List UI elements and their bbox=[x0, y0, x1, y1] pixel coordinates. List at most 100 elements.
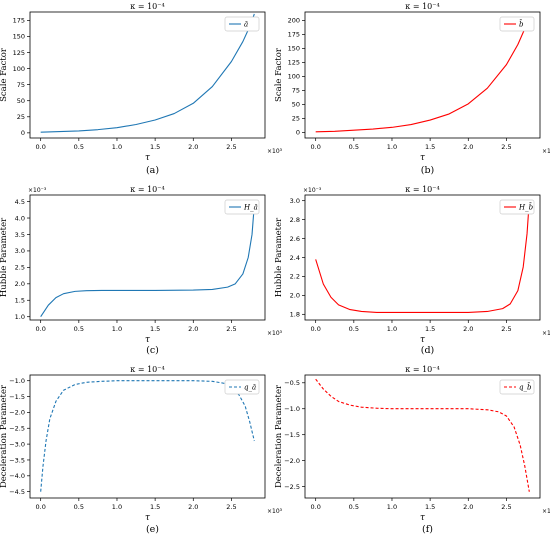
panel-6-x-tick-label: 1.0 bbox=[387, 503, 397, 511]
panel-4-x-exponent-label: ×10³ bbox=[542, 330, 550, 337]
panel-2-axes-frame bbox=[304, 11, 541, 139]
panel-3-x-tick-label: 1.5 bbox=[150, 325, 160, 333]
panel-1-title: κ = 10⁻⁴ bbox=[130, 2, 164, 11]
panel-1-x-tick-label: 0.5 bbox=[74, 143, 84, 151]
panel-6-y-tick-label: −2.5 bbox=[284, 483, 300, 491]
panel-5-y-tick-label: −3.0 bbox=[9, 440, 25, 448]
panel-5-series-line bbox=[40, 380, 255, 492]
panel-5-x-exponent-label: ×10³ bbox=[267, 508, 283, 515]
panel-2-y-axis-label: Scale Factor bbox=[274, 47, 284, 102]
panel-3-title: κ = 10⁻⁴ bbox=[130, 185, 164, 194]
panel-4-legend-box bbox=[499, 199, 535, 215]
panel-4-y-tick-label: 2.0 bbox=[290, 292, 300, 300]
panel-4-caption: (d) bbox=[421, 345, 435, 356]
panel-2-legend-label: b̄ bbox=[519, 19, 524, 29]
panel-1-y-tick-label: 50 bbox=[17, 97, 25, 105]
panel-6-y-tick-label: −2.0 bbox=[284, 457, 300, 465]
panel-2-y-tick-label: 150 bbox=[288, 45, 300, 53]
panel-3-y-axis-label: Hubble Parameter bbox=[0, 217, 9, 297]
panel-2-y-tick-label: 100 bbox=[288, 73, 300, 81]
panel-1-y-tick-label: 175 bbox=[13, 17, 25, 25]
panel-2-y-tick-label: 25 bbox=[292, 115, 300, 123]
panel-5-legend-box bbox=[224, 379, 260, 395]
panel-1-legend-box bbox=[224, 16, 260, 32]
panel-1-x-tick-label: 1.5 bbox=[150, 143, 160, 151]
panel-4-x-tick-label: 0.0 bbox=[311, 325, 321, 333]
panel-5-x-tick-label: 1.0 bbox=[112, 503, 122, 511]
panel-6-legend-box bbox=[499, 379, 535, 395]
panel-4-y-axis-label: Hubble Parameter bbox=[274, 217, 284, 297]
panel-5-y-tick-label: −2.0 bbox=[9, 409, 25, 417]
panel-4-y-offset-label: ×10⁻³ bbox=[303, 187, 322, 194]
panel-3-axes-frame bbox=[29, 194, 266, 321]
panel-4-legend-label: H_b̄ bbox=[518, 202, 534, 212]
panel-3-x-tick-label: 0.5 bbox=[74, 325, 84, 333]
panel-3-x-exponent-label: ×10³ bbox=[267, 330, 283, 337]
panel-1-x-tick-label: 2.5 bbox=[226, 143, 236, 151]
panel-4-x-tick-label: 2.5 bbox=[501, 325, 511, 333]
panel-2-title: κ = 10⁻⁴ bbox=[405, 2, 439, 11]
panel-6-caption: (f) bbox=[422, 524, 433, 535]
panel-3-x-tick-label: 2.0 bbox=[188, 325, 198, 333]
panel-6-x-tick-label: 0.0 bbox=[311, 503, 321, 511]
panel-5-y-tick-label: −4.5 bbox=[9, 488, 25, 496]
panel-3-legend-label: H_ā bbox=[243, 204, 258, 212]
panel-1-y-tick-label: 100 bbox=[13, 65, 25, 73]
panel-3-series-line bbox=[40, 204, 255, 318]
panel-5-y-tick-label: −4.0 bbox=[9, 472, 25, 480]
panel-2-y-tick-label: 200 bbox=[288, 17, 300, 25]
panel-4-x-axis-label: τ bbox=[420, 335, 426, 345]
panel-1-x-tick-label: 1.0 bbox=[112, 143, 122, 151]
panel-4-x-tick-label: 1.5 bbox=[425, 325, 435, 333]
panel-2-x-tick-label: 1.0 bbox=[387, 143, 397, 151]
panel-5-axes-frame bbox=[29, 374, 266, 499]
panel-4-y-tick-label: 3.0 bbox=[290, 197, 300, 205]
panel-3-y-offset-label: ×10⁻³ bbox=[28, 187, 47, 194]
panel-2-x-axis-label: τ bbox=[420, 153, 426, 163]
panel-3-x-tick-label: 2.5 bbox=[226, 325, 236, 333]
panel-6-y-tick-label: −1.5 bbox=[284, 431, 300, 439]
panel-4-x-tick-label: 0.5 bbox=[349, 325, 359, 333]
panel-6-x-tick-label: 2.5 bbox=[501, 503, 511, 511]
panel-1-x-axis-label: τ bbox=[145, 153, 151, 163]
panel-5-title: κ = 10⁻⁴ bbox=[130, 365, 164, 374]
panel-1-axes-frame bbox=[29, 11, 266, 139]
panel-5-x-tick-label: 2.0 bbox=[188, 503, 198, 511]
panel-5-y-tick-label: −1.0 bbox=[9, 377, 25, 385]
panel-3-y-tick-label: 1.0 bbox=[15, 313, 25, 321]
panel-6-y-tick-label: −1.0 bbox=[284, 405, 300, 413]
panel-1-y-tick-label: 125 bbox=[13, 49, 25, 57]
panel-6-x-axis-label: τ bbox=[420, 513, 426, 523]
panel-5-y-tick-label: −2.5 bbox=[9, 425, 25, 433]
panel-3-y-tick-label: 4.0 bbox=[15, 214, 25, 222]
panel-3-y-tick-label: 2.0 bbox=[15, 280, 25, 288]
panel-6-y-axis-label: Deceleration Parameter bbox=[274, 384, 284, 488]
panel-6-axes-frame bbox=[304, 374, 541, 499]
panel-2-series-line bbox=[315, 17, 530, 133]
panel-6-x-tick-label: 2.0 bbox=[463, 503, 473, 511]
panel-2-x-tick-label: 2.0 bbox=[463, 143, 473, 151]
panel-2-y-tick-label: 75 bbox=[292, 87, 300, 95]
panel-6-x-tick-label: 1.5 bbox=[425, 503, 435, 511]
panel-4-y-tick-label: 2.8 bbox=[290, 216, 300, 224]
panel-4-x-tick-label: 2.0 bbox=[463, 325, 473, 333]
panel-3-y-tick-label: 3.0 bbox=[15, 247, 25, 255]
panel-3-y-tick-label: 2.5 bbox=[15, 264, 25, 272]
panel-2-caption: (b) bbox=[421, 165, 435, 176]
panel-5-x-tick-label: 2.5 bbox=[226, 503, 236, 511]
panel-6-title: κ = 10⁻⁴ bbox=[405, 365, 439, 374]
panel-2-x-tick-label: 0.5 bbox=[349, 143, 359, 151]
panel-1-x-tick-label: 2.0 bbox=[188, 143, 198, 151]
panel-1-y-axis-label: Scale Factor bbox=[0, 47, 9, 102]
panel-6-x-exponent-label: ×10³ bbox=[542, 508, 550, 515]
panel-6-legend-label: q_b̄ bbox=[519, 382, 532, 392]
panel-1-caption: (a) bbox=[146, 165, 159, 176]
panel-3-x-tick-label: 0.0 bbox=[36, 325, 46, 333]
panel-2-y-tick-label: 175 bbox=[288, 31, 300, 39]
panel-4-y-tick-label: 2.4 bbox=[290, 254, 300, 262]
panel-1-series-line bbox=[40, 13, 255, 133]
panel-5-y-tick-label: −1.5 bbox=[9, 393, 25, 401]
panel-5-x-tick-label: 0.0 bbox=[36, 503, 46, 511]
panel-5-x-axis-label: τ bbox=[145, 513, 151, 523]
